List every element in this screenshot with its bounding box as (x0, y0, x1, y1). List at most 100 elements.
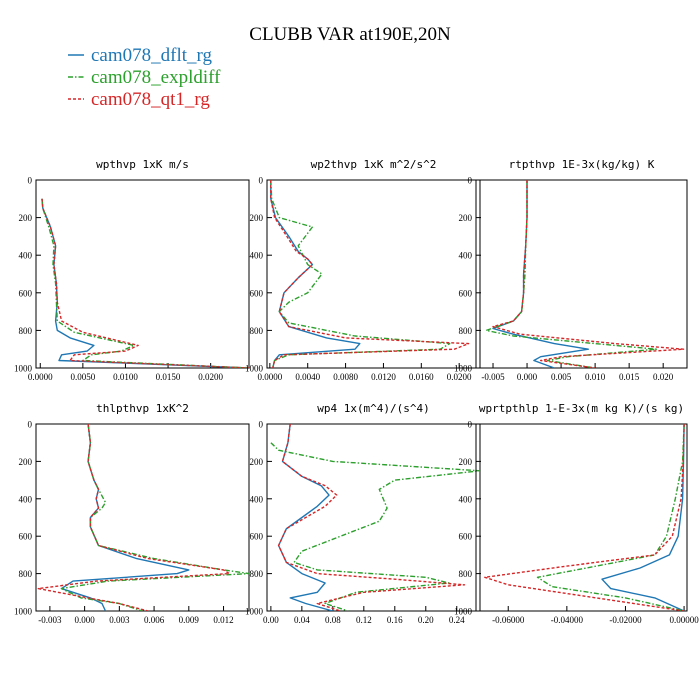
y-tick-label: 400 (459, 251, 473, 261)
x-tick-label: 0.0200 (198, 372, 223, 382)
panel-title: thlpthvp 1xK^2 (96, 402, 189, 415)
y-tick-label: 200 (459, 457, 473, 467)
series-group (41, 198, 249, 368)
y-tick-label: 200 (19, 457, 33, 467)
x-tick-label: -0.06000 (492, 615, 525, 625)
y-tick-label: 0 (28, 420, 33, 430)
series-line-1 (277, 424, 333, 611)
y-tick-label: 800 (250, 569, 264, 579)
x-tick-label: 0.009 (179, 615, 200, 625)
x-tick-label: 0.20 (418, 615, 434, 625)
y-tick-label: 0 (259, 420, 264, 430)
x-tick-label: 0.00 (263, 615, 279, 625)
x-tick-label: 0.020 (653, 372, 674, 382)
x-tick-label: 0.0100 (113, 372, 138, 382)
x-tick-label: 0.0000 (257, 372, 282, 382)
y-tick-label: 400 (19, 494, 33, 504)
x-tick-label: 0.006 (144, 615, 165, 625)
plot-frame (266, 423, 481, 612)
y-tick-label: 1000 (454, 607, 473, 617)
y-tick-label: 1000 (454, 364, 473, 374)
series-line-3 (492, 180, 685, 368)
x-tick-label: 0.08 (325, 615, 341, 625)
series-line-3 (484, 424, 685, 611)
panel-title: wp2thvp 1xK m^2/s^2 (311, 158, 437, 171)
y-tick-label: 600 (250, 288, 264, 298)
y-tick-label: 200 (459, 213, 473, 223)
panel-3: rtpthvp 1E-3x(kg/kg) K 0 200 400 600 800 1000-… (454, 158, 688, 382)
series-line-3 (37, 424, 231, 611)
x-tick-label: 0.0080 (333, 372, 358, 382)
series-line-3 (277, 424, 466, 611)
x-tick-label: 0.0150 (156, 372, 181, 382)
y-tick-label: 1000 (245, 607, 264, 617)
panel-6: wprtpthlp 1-E-3x(m kg K)/(s kg) 0 200 400 60… (454, 402, 699, 625)
y-tick-label: 800 (459, 569, 473, 579)
y-tick-label: 600 (19, 532, 33, 542)
y-tick-label: 0 (28, 176, 33, 186)
plot-frame (35, 179, 250, 369)
series-line-1 (270, 180, 361, 368)
plot-frame (475, 179, 688, 369)
y-tick-label: 1000 (14, 607, 33, 617)
y-tick-label: 200 (19, 213, 33, 223)
y-tick-label: 200 (250, 457, 264, 467)
series-line-2 (270, 442, 480, 611)
series-line-2 (60, 424, 249, 611)
series-group (270, 180, 470, 368)
x-tick-label: 0.012 (213, 615, 233, 625)
x-tick-label: -0.02000 (609, 615, 642, 625)
series-group (270, 424, 480, 611)
panel-title: wpthvp 1xK m/s (96, 158, 189, 171)
series-line-1 (601, 424, 685, 611)
plot-frame (35, 423, 250, 612)
y-tick-label: 0 (468, 420, 473, 430)
series-group (37, 424, 249, 611)
x-tick-label: 0.0050 (70, 372, 95, 382)
x-tick-label: 0.000 (517, 372, 538, 382)
figure-title: CLUBB VAR at190E,20N (249, 24, 451, 45)
x-tick-label: 0.04 (294, 615, 310, 625)
x-tick-label: 0.0040 (295, 372, 320, 382)
y-tick-label: 1000 (245, 364, 264, 374)
y-tick-label: 600 (459, 532, 473, 542)
x-tick-label: 0.0000 (28, 372, 53, 382)
panel-4: thlpthvp 1xK^2 0 200 400 600 800 1000 -0.003 0.0… (14, 402, 250, 625)
x-tick-label: 0.0200 (447, 372, 472, 382)
series-group (485, 180, 685, 368)
plot-frame (266, 179, 481, 369)
legend-label-3: cam078_qt1_rg (91, 89, 210, 110)
legend: cam078_dflt_rg cam078_expldiff cam078_qt… (68, 45, 221, 110)
y-tick-label: 400 (250, 251, 264, 261)
x-tick-label: -0.005 (481, 372, 505, 382)
y-tick-label: 800 (459, 326, 473, 336)
legend-label-1: cam078_dflt_rg (91, 45, 213, 66)
y-tick-label: 0 (468, 176, 473, 186)
y-tick-label: 600 (19, 288, 33, 298)
y-tick-label: 800 (19, 569, 33, 579)
x-tick-label: 0.24 (449, 615, 465, 625)
plot-frame (475, 423, 688, 612)
series-line-1 (41, 198, 249, 368)
x-tick-label: 0.0160 (409, 372, 434, 382)
y-tick-label: 800 (19, 326, 33, 336)
x-tick-label: 0.0120 (371, 372, 396, 382)
series-line-2 (270, 180, 451, 368)
panel-title: wp4 1x(m^4)/(s^4) (317, 402, 430, 415)
x-tick-label: 0.015 (619, 372, 640, 382)
y-tick-label: 600 (250, 532, 264, 542)
y-tick-label: 400 (459, 494, 473, 504)
y-tick-label: 0 (259, 176, 264, 186)
x-tick-label: 0.12 (356, 615, 372, 625)
y-tick-label: 600 (459, 288, 473, 298)
x-tick-label: 0.005 (551, 372, 572, 382)
y-tick-label: 400 (19, 251, 33, 261)
y-tick-label: 200 (250, 213, 264, 223)
panel-title: rtpthvp 1E-3x(kg/kg) K (509, 158, 655, 171)
series-group (484, 424, 685, 611)
y-tick-label: 800 (250, 326, 264, 336)
